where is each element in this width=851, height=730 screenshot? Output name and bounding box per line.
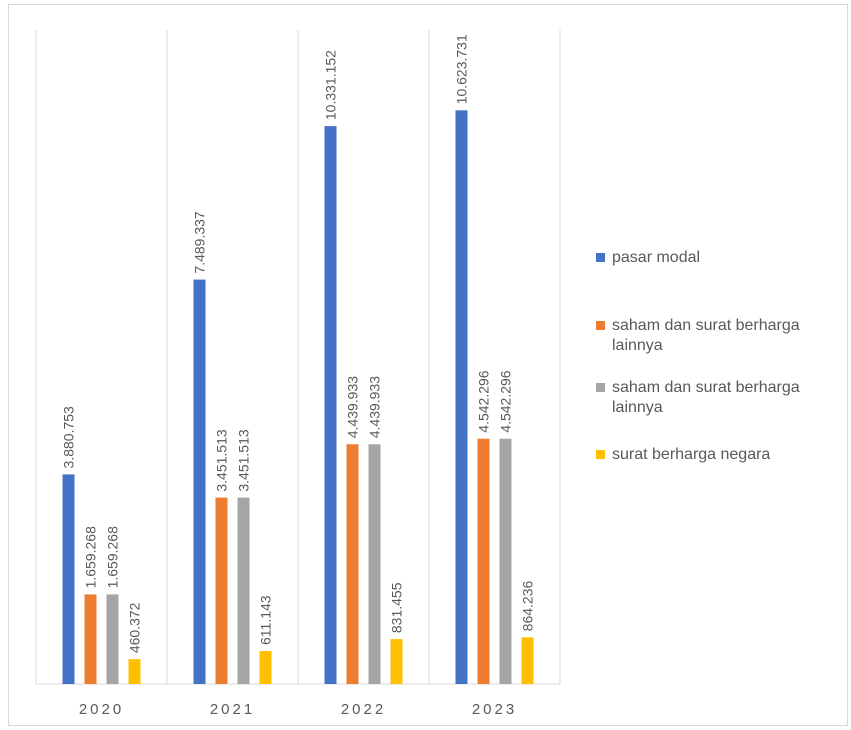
legend-swatch-yellow (596, 450, 605, 459)
data-label: 864.236 (520, 581, 536, 632)
bar (521, 637, 534, 684)
data-label: 4.439.933 (345, 376, 361, 438)
data-label: 611.143 (258, 595, 274, 645)
bar (368, 444, 381, 684)
data-label: 3.451.513 (236, 429, 252, 491)
data-label: 10.623.731 (454, 34, 470, 104)
bar (215, 497, 228, 684)
x-tick-label: 2020 (79, 701, 124, 718)
data-label: 3.880.753 (61, 406, 77, 468)
bar (84, 594, 97, 684)
legend-item-saham-gray: saham dan surat berharga lainnya (596, 378, 842, 418)
legend-label: pasar modal (612, 249, 701, 266)
bar (477, 438, 490, 684)
legend-swatch-blue (596, 253, 605, 262)
data-label: 3.451.513 (214, 429, 230, 491)
bar (324, 126, 337, 684)
data-label: 10.331.152 (323, 50, 339, 120)
bar (128, 659, 141, 684)
legend-label: saham dan surat berharga lainnya (612, 317, 800, 354)
x-tick-label: 2022 (341, 701, 386, 718)
data-label: 831.455 (389, 582, 405, 633)
data-label: 4.542.296 (476, 370, 492, 432)
data-label: 1.659.268 (83, 526, 99, 588)
legend-item-surat-berharga-negara: surat berharga negara (596, 445, 842, 465)
data-label: 460.372 (127, 602, 143, 653)
bar (499, 438, 512, 684)
x-tick-label: 2021 (210, 701, 255, 718)
legend-label: surat berharga negara (612, 446, 771, 463)
legend-swatch-gray (596, 383, 605, 392)
legend-item-saham-orange: saham dan surat berharga lainnya (596, 316, 842, 356)
legend-label: saham dan surat berharga lainnya (612, 379, 800, 416)
data-label: 1.659.268 (105, 526, 121, 588)
data-label: 4.542.296 (498, 370, 514, 432)
legend-swatch-orange (596, 321, 605, 330)
bar (346, 444, 359, 684)
bar (237, 497, 250, 684)
bar (390, 639, 403, 684)
bar (62, 474, 75, 684)
legend-item-pasar-modal: pasar modal (596, 248, 842, 268)
bar (259, 650, 272, 684)
data-label: 4.439.933 (367, 376, 383, 438)
bar (106, 594, 119, 684)
x-tick-label: 2023 (472, 701, 517, 718)
bar (455, 110, 468, 684)
data-label: 7.489.337 (192, 211, 208, 273)
chart-area (8, 4, 848, 726)
bar (193, 279, 206, 684)
